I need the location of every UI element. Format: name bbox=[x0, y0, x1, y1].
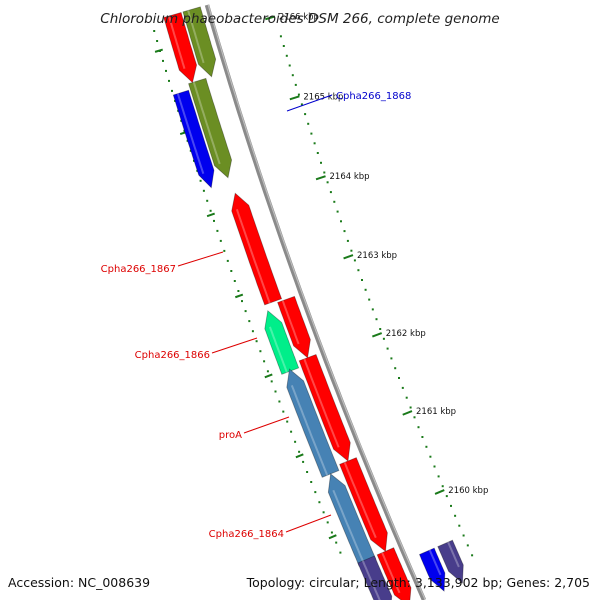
scale-tick-label: 2163 kbp bbox=[357, 251, 397, 261]
gene-olive-upper[interactable] bbox=[182, 6, 217, 78]
guide-dots-outer bbox=[279, 35, 474, 557]
gene-label[interactable]: Cpha266_1866 bbox=[135, 337, 258, 361]
gene-slate-bottom[interactable] bbox=[357, 555, 393, 600]
scale-tick: 2163 kbp bbox=[234, 251, 397, 299]
gene-red-bottom[interactable] bbox=[376, 547, 412, 600]
backbone-highlight bbox=[207, 4, 426, 600]
scale-tick-label: 2162 kbp bbox=[386, 329, 426, 339]
scale-tick-label: 2161 kbp bbox=[416, 407, 456, 417]
backbone bbox=[204, 4, 427, 600]
backbone-line bbox=[204, 4, 427, 600]
gene-cpha266-1868[interactable] bbox=[188, 77, 233, 179]
guide-dots-inner bbox=[153, 30, 342, 554]
gene-slate-bottom-2[interactable] bbox=[437, 539, 464, 584]
scale-tick-label: 2160 kbp bbox=[448, 486, 488, 496]
scale-tick-label: 2164 kbp bbox=[330, 172, 370, 182]
gene-label-text[interactable]: Cpha266_1866 bbox=[135, 350, 210, 361]
topology-text: Topology: circular; Length: 3,133,902 bp… bbox=[246, 575, 590, 590]
gene-label-text[interactable]: proA bbox=[219, 430, 242, 441]
scale-tick-label: 2166 kbp bbox=[279, 12, 319, 22]
gene-cpha266-1867[interactable] bbox=[231, 192, 283, 306]
gene-label-text[interactable]: Cpha266_1868 bbox=[336, 91, 411, 102]
gene-red-upper[interactable] bbox=[163, 12, 198, 84]
gene-red-inner-1866[interactable] bbox=[277, 295, 311, 359]
gene-label[interactable]: proA bbox=[219, 416, 290, 441]
gene-label-text[interactable]: Cpha266_1864 bbox=[209, 529, 284, 540]
gene-label[interactable]: Cpha266_1864 bbox=[209, 514, 332, 540]
gene-labels: Cpha266_1868 Cpha266_1867 Cpha266_1866 proA… bbox=[101, 91, 412, 540]
scale-tick: 2164 kbp bbox=[206, 172, 370, 218]
scale-tick: 2162 kbp bbox=[264, 329, 426, 379]
gene-label[interactable]: Cpha266_1867 bbox=[101, 251, 224, 275]
gene-blue-1868[interactable] bbox=[172, 89, 215, 189]
scale-tick: 2160 kbp bbox=[328, 486, 488, 540]
gene-label[interactable]: Cpha266_1868 bbox=[286, 91, 411, 112]
scale-ticks: 2166 kbp 2165 kbp 2164 kbp 2163 kbp 2162 kbp… bbox=[153, 12, 488, 557]
accession-text: Accession: NC_008639 bbox=[8, 575, 150, 590]
gene-red-1864[interactable] bbox=[339, 457, 388, 553]
scale-tick: 2166 kbp bbox=[154, 12, 319, 53]
gene-red-proa[interactable] bbox=[298, 353, 351, 462]
scale-tick-label: 2165 kbp bbox=[303, 92, 343, 102]
gene-blue-bottom[interactable] bbox=[418, 547, 446, 592]
gene-features bbox=[163, 6, 464, 600]
map-title: Chlorobium phaeobacteroides DSM 266, com… bbox=[100, 11, 499, 27]
scale-tick: 2161 kbp bbox=[295, 407, 456, 459]
gene-label-text[interactable]: Cpha266_1867 bbox=[101, 264, 176, 275]
gene-proa[interactable] bbox=[286, 368, 340, 478]
